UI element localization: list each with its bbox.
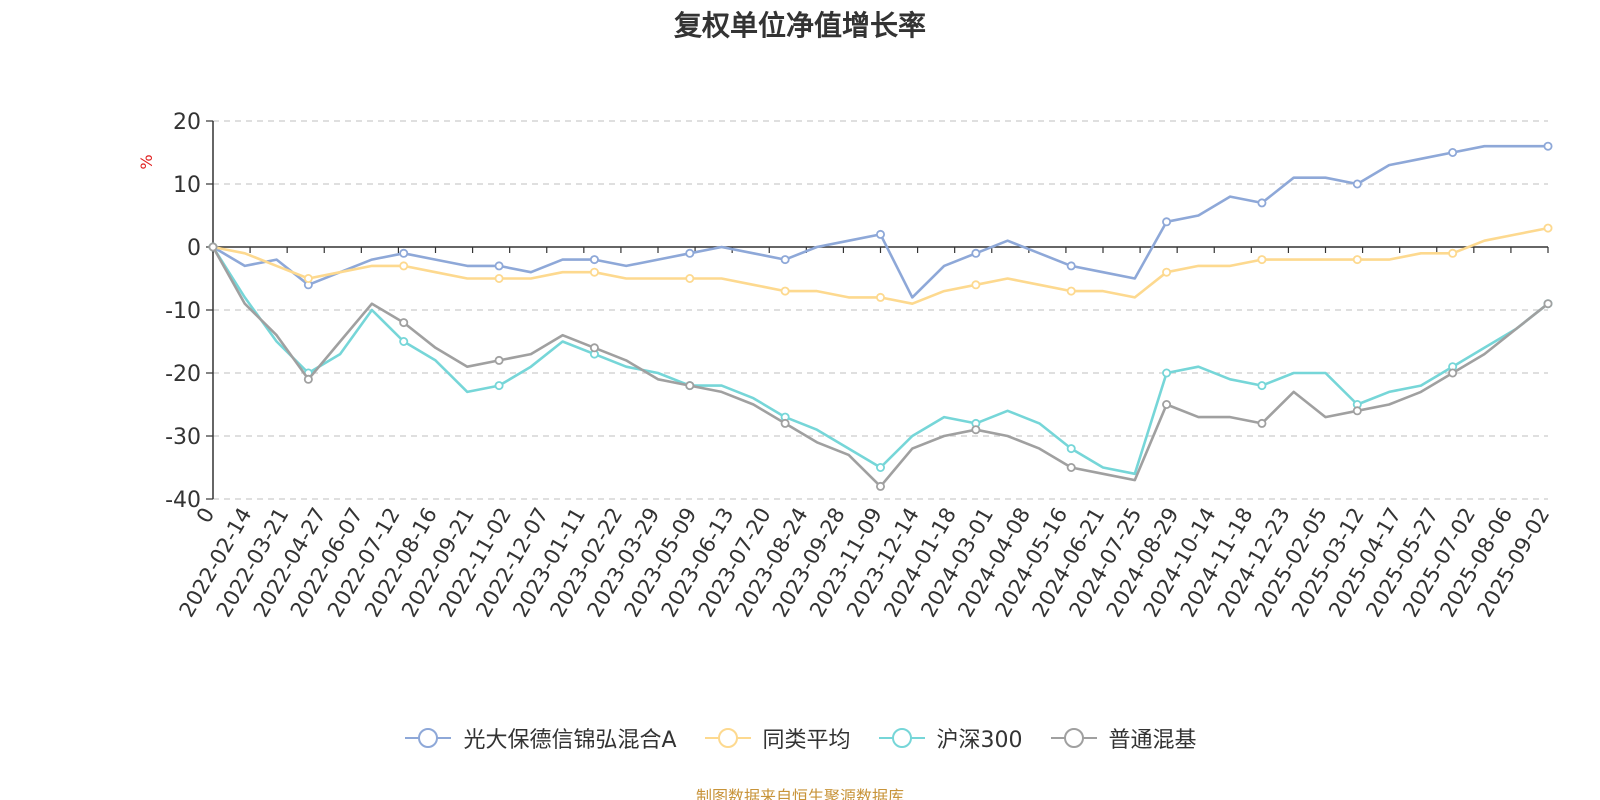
- series-line-0: [212, 144, 1548, 299]
- gridlines: [213, 120, 1548, 500]
- data-point: [1162, 217, 1172, 227]
- data-point: [1066, 444, 1076, 454]
- data-point: [494, 273, 504, 283]
- y-tick-label: -10: [165, 299, 201, 324]
- data-point: [876, 229, 886, 239]
- source-note: 制图数据来自恒生聚源数据库: [695, 787, 904, 800]
- y-tick-label: -30: [165, 425, 201, 450]
- legend-label: 普通混基: [1108, 728, 1197, 753]
- data-point: [1352, 255, 1362, 265]
- data-point: [1162, 399, 1172, 409]
- series-line-3: [211, 246, 1549, 488]
- data-point: [1066, 286, 1076, 296]
- y-tick-label: -20: [165, 362, 201, 387]
- data-point: [399, 336, 409, 346]
- data-point: [1066, 261, 1076, 271]
- series-lines: [208, 141, 1553, 491]
- data-point: [1257, 381, 1267, 391]
- data-point: [971, 280, 981, 290]
- data-point: [876, 462, 886, 472]
- data-point: [399, 261, 409, 271]
- data-point: [1448, 368, 1458, 378]
- legend-item[interactable]: 沪深300: [877, 722, 1023, 754]
- legend-label: 同类平均: [762, 728, 851, 753]
- data-point: [1257, 255, 1267, 265]
- legend-swatch-icon: [878, 728, 925, 748]
- chart-title: 复权单位净值增长率: [673, 9, 926, 42]
- legend-item[interactable]: 普通混基: [1049, 722, 1197, 754]
- data-point: [589, 255, 599, 265]
- legend-item[interactable]: 光大保德信锦弘混合A: [403, 722, 677, 754]
- legend-swatch-icon: [1050, 728, 1097, 748]
- chart-legend: 光大保德信锦弘混合A 同类平均 沪深300 普通混基: [0, 722, 1600, 754]
- legend-label: 沪深300: [936, 728, 1023, 753]
- series-line-1: [212, 226, 1549, 306]
- data-point: [876, 481, 886, 491]
- data-point: [780, 418, 790, 428]
- data-point: [1162, 368, 1172, 378]
- y-axis-unit-label: %: [137, 154, 156, 169]
- data-point: [399, 318, 409, 328]
- data-point: [971, 425, 981, 435]
- data-point: [1543, 299, 1553, 309]
- y-tick-label: 10: [173, 173, 201, 198]
- data-point: [494, 261, 504, 271]
- data-point: [685, 248, 695, 258]
- data-point: [1162, 267, 1172, 277]
- data-point: [971, 248, 981, 258]
- y-tick-label: 0: [187, 236, 201, 261]
- data-point: [1257, 198, 1267, 208]
- data-point: [399, 248, 409, 258]
- data-point: [303, 273, 313, 283]
- data-point: [1257, 418, 1267, 428]
- data-point: [685, 273, 695, 283]
- data-point: [589, 267, 599, 277]
- data-point: [1543, 223, 1553, 233]
- data-point: [1448, 248, 1458, 258]
- data-point: [589, 343, 599, 353]
- data-point: [1066, 462, 1076, 472]
- data-point: [1448, 147, 1458, 157]
- axes: 20100-10-20-30-4002022-02-142022-03-2120…: [165, 110, 1554, 621]
- data-point: [1352, 406, 1362, 416]
- data-point: [1543, 141, 1553, 151]
- legend-swatch-icon: [405, 728, 452, 748]
- data-point: [780, 255, 790, 265]
- data-point: [494, 355, 504, 365]
- y-tick-label: -40: [165, 488, 201, 513]
- data-point: [208, 242, 218, 252]
- data-point: [685, 381, 695, 391]
- data-point: [1352, 179, 1362, 189]
- x-tick-label: 0: [192, 504, 219, 528]
- data-point: [780, 286, 790, 296]
- legend-swatch-icon: [704, 728, 751, 748]
- data-point: [494, 381, 504, 391]
- legend-item[interactable]: 同类平均: [703, 722, 851, 754]
- y-tick-label: 20: [173, 110, 201, 135]
- data-point: [303, 374, 313, 384]
- series-line-2: [211, 246, 1549, 476]
- data-point: [876, 292, 886, 302]
- legend-label: 光大保德信锦弘混合A: [463, 728, 677, 753]
